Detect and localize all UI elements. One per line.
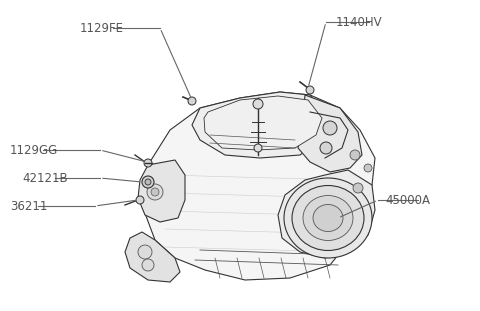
Ellipse shape bbox=[292, 185, 364, 250]
Circle shape bbox=[254, 144, 262, 152]
Ellipse shape bbox=[313, 205, 343, 231]
Polygon shape bbox=[298, 95, 362, 172]
Polygon shape bbox=[204, 96, 322, 150]
Text: 45000A: 45000A bbox=[385, 193, 430, 207]
Circle shape bbox=[151, 188, 159, 196]
Circle shape bbox=[320, 142, 332, 154]
Circle shape bbox=[145, 179, 151, 185]
Circle shape bbox=[323, 121, 337, 135]
Polygon shape bbox=[140, 92, 375, 280]
Circle shape bbox=[253, 99, 263, 109]
Circle shape bbox=[138, 245, 152, 259]
Circle shape bbox=[147, 184, 163, 200]
Polygon shape bbox=[125, 232, 180, 282]
Circle shape bbox=[142, 259, 154, 271]
Text: 1129FE: 1129FE bbox=[80, 21, 124, 35]
Circle shape bbox=[306, 86, 314, 94]
Circle shape bbox=[144, 159, 152, 167]
Polygon shape bbox=[278, 170, 375, 258]
Circle shape bbox=[364, 164, 372, 172]
Text: 1140HV: 1140HV bbox=[336, 16, 383, 29]
Text: 42121B: 42121B bbox=[22, 171, 68, 184]
Text: 36211: 36211 bbox=[10, 199, 48, 212]
Polygon shape bbox=[192, 92, 325, 158]
Circle shape bbox=[188, 97, 196, 105]
Circle shape bbox=[136, 196, 144, 204]
Text: 1129GG: 1129GG bbox=[10, 143, 58, 156]
Circle shape bbox=[353, 183, 363, 193]
Polygon shape bbox=[138, 160, 185, 222]
Ellipse shape bbox=[303, 196, 353, 240]
Circle shape bbox=[142, 176, 154, 188]
Circle shape bbox=[350, 150, 360, 160]
Ellipse shape bbox=[284, 178, 372, 258]
